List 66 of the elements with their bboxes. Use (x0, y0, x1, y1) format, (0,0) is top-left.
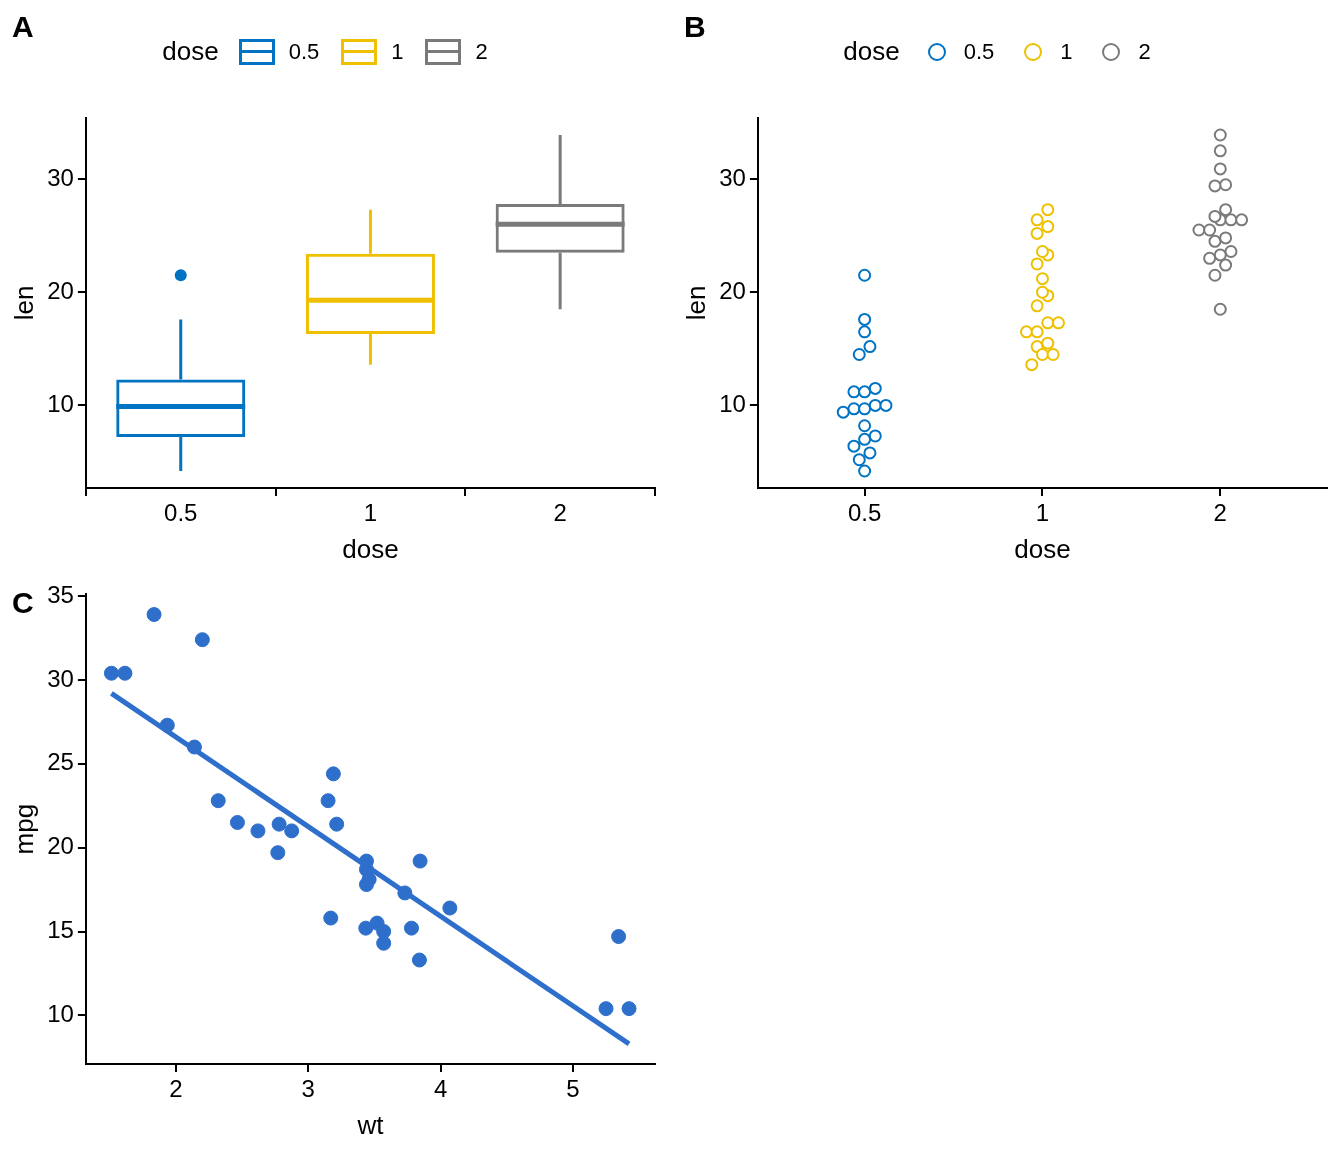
chart-title: C (12, 586, 34, 620)
x-tick-label: 0.5 (847, 499, 882, 527)
y-tick-label: 10 (719, 390, 746, 418)
chart-title: B (684, 10, 706, 44)
y-tick-label: 20 (47, 832, 74, 860)
x-tick-label: 4 (433, 1075, 448, 1103)
point (117, 665, 133, 681)
x-tick-label: 1 (1035, 499, 1050, 527)
y-tick-label: 30 (719, 163, 746, 191)
point (284, 823, 300, 839)
point (323, 910, 339, 926)
point (376, 924, 392, 940)
x-tick-label: 2 (169, 1075, 183, 1103)
legend-title: dose (162, 36, 219, 67)
legend-label: 0.5 (288, 38, 320, 65)
y-axis-title: len (8, 285, 39, 321)
point (229, 814, 245, 830)
legend-label: 0.5 (963, 38, 995, 65)
y-tick-label: 20 (47, 276, 74, 304)
point (403, 920, 419, 936)
point (442, 900, 458, 916)
point (621, 1001, 637, 1017)
point (397, 885, 413, 901)
point (250, 823, 266, 839)
y-tick-label: 30 (47, 664, 74, 692)
point (320, 793, 336, 809)
point (103, 665, 119, 681)
point (358, 920, 374, 936)
x-tick-label: 3 (301, 1075, 315, 1103)
point (194, 632, 210, 648)
legend-label: 1 (391, 38, 404, 65)
point (271, 816, 287, 832)
x-tick-label: 1 (363, 499, 378, 527)
chart-title: A (12, 10, 34, 44)
x-axis-title: wt (356, 1109, 385, 1140)
y-tick-label: 10 (47, 999, 74, 1027)
point (611, 929, 627, 945)
x-axis-title: dose (342, 533, 399, 564)
legend-title: dose (843, 36, 900, 67)
point (159, 717, 175, 733)
point (598, 1001, 614, 1017)
y-tick-label: 35 (47, 580, 74, 608)
y-tick-label: 25 (47, 748, 74, 776)
y-tick-label: 20 (719, 276, 746, 304)
legend-label: 2 (1138, 38, 1151, 65)
y-axis-title: len (680, 285, 711, 321)
x-axis-title: dose (1014, 533, 1071, 564)
legend-label: 2 (475, 38, 488, 65)
x-tick-label: 5 (566, 1075, 580, 1103)
x-tick-label: 2 (553, 499, 567, 527)
point (358, 877, 374, 893)
y-axis-title: mpg (8, 803, 39, 855)
legend-label: 1 (1060, 38, 1073, 65)
x-tick-label: 2 (1213, 499, 1227, 527)
point (411, 952, 427, 968)
point (186, 739, 202, 755)
point (210, 793, 226, 809)
x-tick-label: 0.5 (164, 499, 198, 527)
y-tick-label: 15 (47, 916, 74, 944)
point (329, 816, 345, 832)
point (325, 766, 341, 782)
y-tick-label: 10 (47, 390, 74, 418)
point (412, 853, 428, 869)
y-tick-label: 30 (47, 163, 74, 191)
point (146, 607, 162, 623)
point (270, 845, 286, 861)
